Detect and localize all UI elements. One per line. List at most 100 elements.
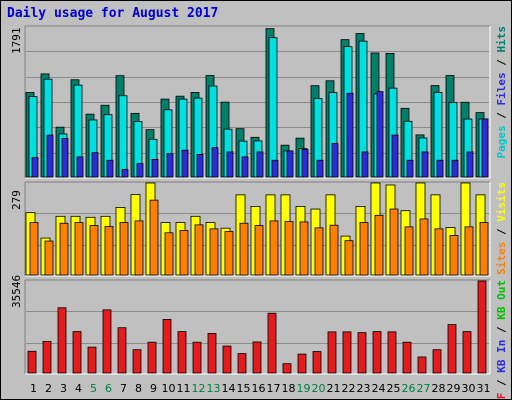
pages-bar — [376, 91, 384, 178]
hits-legend: Pages / Files / Hits — [495, 26, 508, 159]
kbytes-bar — [417, 356, 427, 374]
kbytes-bar — [282, 363, 292, 374]
kbytes-bar — [177, 331, 187, 374]
pages-bar — [316, 159, 324, 178]
x-tick-label: 9 — [150, 382, 157, 395]
kbytes-bar — [87, 346, 97, 374]
kbytes-bar — [57, 307, 67, 374]
pages-bar — [106, 159, 114, 178]
sites-bar — [119, 222, 129, 276]
sites-bar — [299, 221, 309, 276]
pages-bar — [406, 159, 414, 178]
kbytes-bar — [447, 324, 457, 374]
files-bar — [268, 37, 278, 178]
sites-bar — [434, 228, 444, 276]
sites-bar — [314, 227, 324, 276]
kbytes-bar — [147, 341, 157, 374]
kbytes-bar — [207, 333, 217, 374]
x-tick-label: 10 — [162, 382, 176, 395]
hits-ymax-label: 1791 — [10, 28, 23, 55]
kbytes-bar — [477, 280, 487, 374]
x-tick-label: 12 — [192, 382, 206, 395]
pages-bar — [181, 149, 189, 178]
kbytes-bar — [267, 312, 277, 374]
sites-bar — [179, 230, 189, 276]
pages-bar — [46, 134, 54, 178]
x-tick-label: 16 — [252, 382, 266, 395]
sites-bar — [479, 222, 489, 276]
chart-title: Daily usage for August 2017 — [7, 6, 219, 21]
x-tick-label: 2 — [45, 382, 52, 395]
pages-bar — [346, 92, 354, 178]
sites-bar — [164, 232, 174, 276]
hits-legend-part: Files — [495, 72, 508, 105]
sites-bar — [29, 222, 39, 276]
sites-bar — [224, 231, 234, 276]
x-tick-label: 7 — [120, 382, 127, 395]
x-tick-label: 26 — [402, 382, 416, 395]
sites-bar — [269, 220, 279, 276]
sites-bar — [194, 224, 204, 276]
kbytes-legend-part: / — [495, 373, 508, 393]
pages-bar — [166, 153, 174, 178]
pages-bar — [91, 152, 99, 178]
x-tick-label: 23 — [357, 382, 371, 395]
kbytes-legend-part: KB F — [495, 393, 508, 400]
pages-bar — [331, 143, 339, 178]
pages-bar — [301, 148, 309, 178]
x-tick-label: 4 — [75, 382, 82, 395]
x-tick-label: 17 — [267, 382, 281, 395]
x-tick-label: 31 — [477, 382, 491, 395]
sites-bar — [404, 226, 414, 276]
kbytes-bar — [462, 331, 472, 374]
kbytes-bar — [222, 345, 232, 374]
kbytes-bar — [312, 351, 322, 374]
pages-bar — [61, 138, 69, 178]
sites-bar — [149, 199, 159, 276]
pages-bar — [196, 153, 204, 178]
visits-legend-part: Visits — [495, 182, 508, 222]
x-tick-label: 28 — [432, 382, 446, 395]
x-tick-label: 14 — [222, 382, 236, 395]
x-tick-label: 18 — [282, 382, 296, 395]
sites-bar — [254, 225, 264, 276]
sites-bar — [464, 226, 474, 276]
sites-bar — [359, 222, 369, 276]
sites-bar — [284, 221, 294, 276]
pages-bar — [76, 156, 84, 178]
pages-bar — [421, 151, 429, 178]
kbytes-bar — [402, 341, 412, 374]
kbytes-legend: KB F / KB In / KB Out — [495, 280, 508, 400]
kbytes-bar — [27, 350, 37, 374]
sites-bar — [449, 235, 459, 276]
pages-bar — [391, 134, 399, 178]
pages-bar — [451, 159, 459, 178]
kbytes-bar — [387, 331, 397, 374]
kbytes-bar — [357, 332, 367, 374]
sites-bar — [329, 224, 339, 276]
pages-bar — [151, 159, 159, 178]
pages-bar — [241, 156, 249, 178]
kbytes-legend-part: KB Out — [495, 280, 508, 320]
kbytes-bar — [297, 353, 307, 374]
pages-bar — [226, 151, 234, 178]
pages-bar — [121, 169, 129, 178]
files-bar — [118, 95, 128, 178]
kbytes-bar — [42, 341, 52, 374]
x-tick-label: 6 — [105, 382, 112, 395]
x-tick-label: 20 — [312, 382, 326, 395]
pages-bar — [211, 147, 219, 178]
kbytes-bar — [72, 331, 82, 374]
hits-legend-part: Pages — [495, 125, 508, 158]
x-tick-label: 25 — [387, 382, 401, 395]
x-tick-label: 3 — [60, 382, 67, 395]
x-tick-label: 8 — [135, 382, 142, 395]
pages-bar — [361, 151, 369, 178]
sites-bar — [374, 214, 384, 276]
kbytes-bar — [132, 349, 142, 374]
kbytes-bar — [162, 319, 172, 374]
visits-ymax-label: 279 — [10, 190, 23, 210]
sites-bar — [239, 222, 249, 276]
x-tick-label: 19 — [297, 382, 311, 395]
